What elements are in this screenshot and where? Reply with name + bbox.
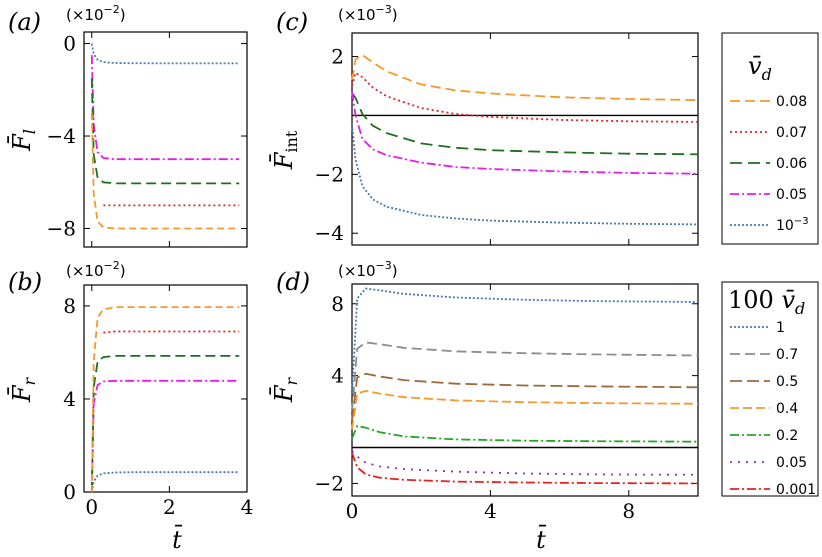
- panel-a-frame: [83, 31, 248, 248]
- panel-c-ytick-label: 2: [331, 45, 344, 69]
- series-line: [351, 71, 699, 123]
- legend-label: 0.07: [776, 125, 807, 141]
- legend-label: 0.05: [776, 455, 807, 471]
- panel-c-ylabel: F̄int: [270, 130, 301, 170]
- panel-a-ylabel: F̄l: [8, 129, 39, 152]
- series-line: [351, 450, 699, 476]
- legend-label: 0.06: [776, 156, 807, 172]
- panel-d-ytick-label: 4: [331, 364, 344, 388]
- panel-b-xtick-label: 2: [163, 495, 176, 519]
- legend-label: 0.08: [776, 94, 807, 110]
- panel-c-marks: 2 −2 −4: [315, 33, 699, 245]
- legend-bottom: 100 v̄d 1 0.7 0.5 0.4 0.2 0.05 0.001: [721, 281, 819, 498]
- series-line: [351, 372, 699, 421]
- legend-label: 0.001: [776, 482, 816, 498]
- panel-d-xtick-label: 8: [622, 499, 635, 523]
- series-line: [90, 78, 240, 185]
- series-line: [90, 306, 240, 493]
- panel-d-ytick-label: −2: [315, 471, 344, 495]
- legend-label: 0.4: [776, 401, 798, 417]
- series-line: [351, 424, 699, 443]
- legend-label: 0.5: [776, 374, 798, 390]
- legend-bottom-title: 100 v̄d: [728, 286, 805, 318]
- legend-bottom-box: [721, 281, 819, 497]
- panel-a: (a) (×10−2) 0 −4 −8 F̄l: [8, 3, 248, 248]
- legend-label: 0.7: [776, 347, 798, 363]
- panel-b-xlabel: t̄: [172, 525, 183, 554]
- panel-b-label: (b): [8, 268, 42, 296]
- panel-d-xtick-label: 4: [484, 499, 497, 523]
- panel-b-marks: 0 4 8 0 2 4: [63, 285, 253, 519]
- series-line: [351, 287, 699, 394]
- series-line: [90, 43, 240, 65]
- panel-a-ytick-label: 0: [63, 32, 76, 56]
- series-line: [90, 354, 240, 493]
- series-line: [90, 379, 240, 493]
- panel-b-ytick-label: 8: [63, 294, 76, 318]
- panel-a-ytick-label: −4: [47, 124, 76, 148]
- panel-b-scale-note: (×10−2): [66, 259, 126, 280]
- panel-d-label: (d): [276, 268, 310, 296]
- panel-b-xtick-label: 4: [241, 495, 254, 519]
- panel-c-scale-note: (×10−3): [338, 3, 398, 24]
- panel-d-scale-note: (×10−3): [338, 259, 398, 280]
- panel-a-scale-note: (×10−2): [66, 3, 126, 24]
- series-line: [103, 330, 240, 334]
- panel-c: (c) (×10−3) 2 −2 −4 F̄int: [270, 3, 699, 246]
- panel-b-xtick-label: 0: [85, 495, 98, 519]
- series-line: [351, 341, 699, 412]
- series-line: [351, 92, 699, 156]
- panel-c-ytick-label: −2: [315, 162, 344, 186]
- series-line: [351, 452, 699, 485]
- series-line: [351, 124, 699, 226]
- panel-a-marks: 0 −4 −8: [47, 32, 248, 247]
- panel-c-frame: [351, 32, 699, 246]
- legend-label: 0.2: [776, 428, 798, 444]
- panel-a-ytick-label: −8: [47, 217, 76, 241]
- panel-b-ytick-label: 0: [63, 480, 76, 504]
- panel-d-xlabel: t̄: [536, 525, 547, 554]
- panel-c-label: (c): [276, 8, 308, 36]
- panel-b-frame: [83, 284, 248, 493]
- series-line: [90, 112, 240, 230]
- panel-d-xtick-label: 0: [346, 499, 359, 523]
- series-line: [351, 389, 699, 430]
- panel-d-frame: [351, 283, 699, 497]
- panel-a-label: (a): [8, 8, 41, 36]
- panel-c-ytick-label: −4: [315, 221, 344, 245]
- series-line: [90, 471, 240, 493]
- panel-d: (d) (×10−3) 8 4 −20 4 8 F̄r t̄: [270, 259, 699, 554]
- legend-label: 0.05: [776, 187, 807, 203]
- panel-b: (b) (×10−2) 0 4 8 0 2 4 F̄r t̄: [8, 259, 254, 554]
- legend-top-box: [721, 32, 819, 245]
- series-line: [351, 54, 699, 101]
- panel-d-ylabel: F̄r: [270, 377, 301, 404]
- panel-d-marks: 8 4 −20 4 8: [315, 284, 699, 523]
- panel-b-ylabel: F̄r: [8, 377, 39, 404]
- series-line: [90, 55, 240, 161]
- series-line: [351, 91, 699, 175]
- legend-bottom-items: 1 0.7 0.5 0.4 0.2 0.05 0.001: [730, 320, 816, 498]
- panel-d-ytick-label: 8: [331, 292, 344, 316]
- legend-label: 1: [776, 320, 785, 336]
- panel-b-ytick-label: 4: [63, 387, 76, 411]
